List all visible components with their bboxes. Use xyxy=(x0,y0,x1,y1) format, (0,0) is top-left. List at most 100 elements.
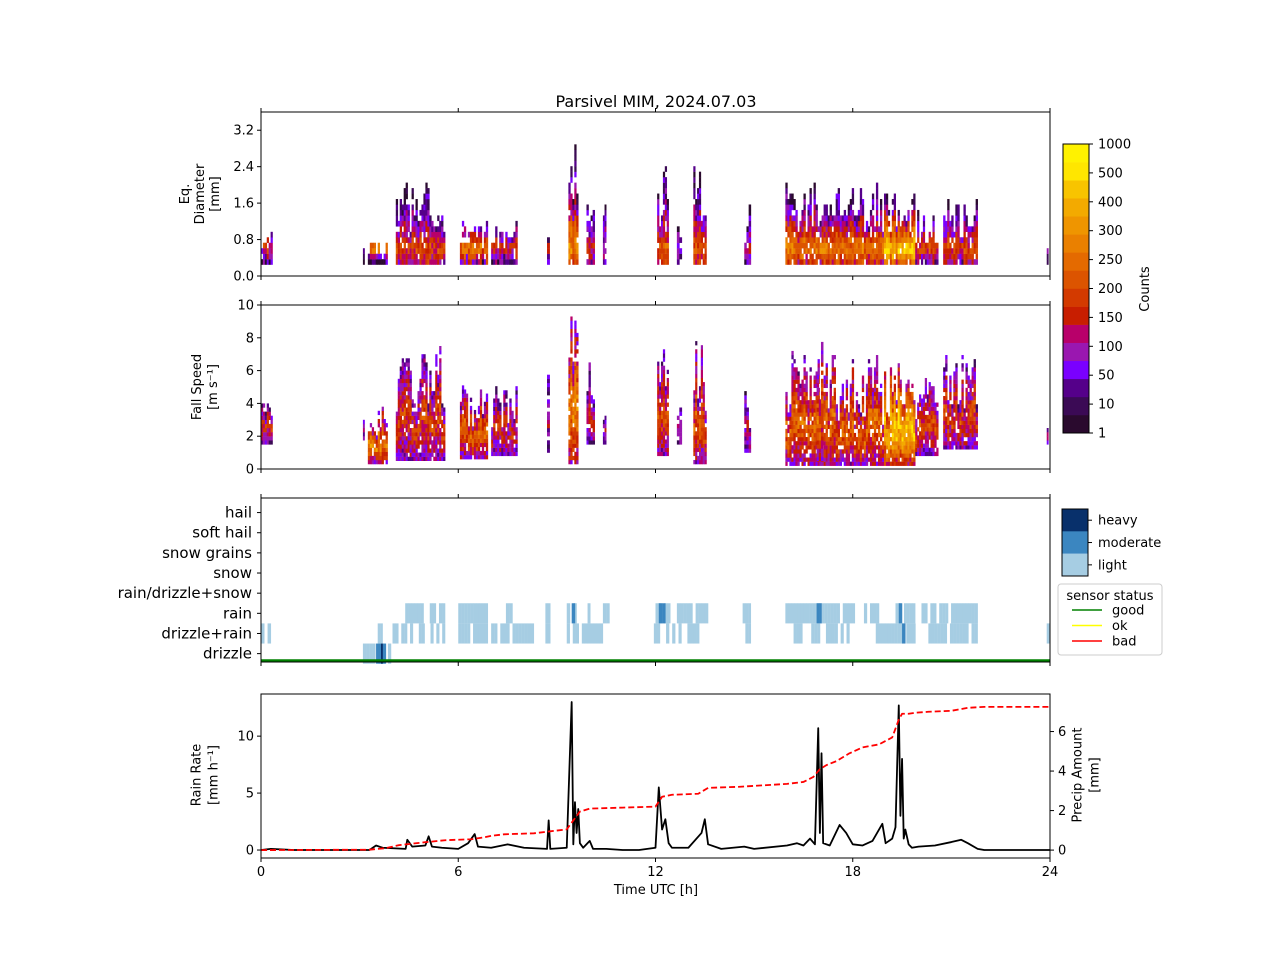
heat-cell xyxy=(570,199,573,205)
heat-cell xyxy=(924,242,928,249)
heat-cell xyxy=(433,395,436,400)
heat-cell xyxy=(413,248,416,254)
heat-cell xyxy=(483,438,487,443)
heat-cell xyxy=(787,449,790,454)
heat-cell xyxy=(570,226,573,233)
heat-cell xyxy=(917,231,920,238)
precip-type-cell xyxy=(382,643,387,664)
heat-cell xyxy=(871,193,875,200)
heat-cell xyxy=(505,390,508,395)
heat-cell xyxy=(574,341,577,346)
heat-cell xyxy=(262,432,266,437)
heat-cell xyxy=(945,445,948,450)
heat-cell xyxy=(829,404,832,409)
heat-cell xyxy=(401,248,404,254)
heat-cell xyxy=(913,437,916,442)
heat-cell xyxy=(405,378,408,384)
heat-cell xyxy=(429,452,432,457)
heat-cell xyxy=(475,446,479,452)
heat-cell xyxy=(405,231,408,238)
heat-cell xyxy=(787,253,790,260)
heat-cell xyxy=(421,253,424,260)
heat-cell xyxy=(574,324,577,329)
heat-cell xyxy=(837,231,840,238)
heat-cell xyxy=(947,242,950,249)
heat-cell xyxy=(829,424,832,430)
heat-cell xyxy=(268,411,271,416)
heat-cell xyxy=(483,248,487,254)
heat-cell xyxy=(851,420,855,425)
heat-cell xyxy=(811,428,814,434)
heat-cell xyxy=(883,193,887,200)
heat-cell xyxy=(662,377,666,383)
heat-cell xyxy=(785,449,788,454)
heat-cell xyxy=(574,160,577,167)
heat-cell xyxy=(570,369,573,375)
heat-cell xyxy=(568,406,571,411)
heat-cell xyxy=(897,445,900,450)
heat-cell xyxy=(949,248,952,254)
heat-cell xyxy=(903,457,906,462)
heat-cell xyxy=(576,455,579,461)
heat-cell xyxy=(849,220,853,227)
heat-cell xyxy=(843,428,847,434)
heat-cell xyxy=(813,437,816,442)
heat-cell xyxy=(477,409,481,415)
heat-cell xyxy=(266,423,269,429)
heat-cell xyxy=(588,395,591,400)
heat-event xyxy=(785,350,885,466)
heat-cell xyxy=(973,259,976,265)
heat-cell xyxy=(375,451,378,457)
heat-cell xyxy=(497,414,500,420)
heat-cell xyxy=(959,441,962,446)
heat-cell xyxy=(463,450,467,456)
heat-cell xyxy=(943,371,946,376)
heat-cell xyxy=(695,341,698,346)
heat-cell xyxy=(439,399,442,404)
heat-cell xyxy=(891,432,895,438)
heat-cell xyxy=(421,436,424,441)
heat-cell xyxy=(421,362,424,367)
heat-cell xyxy=(845,424,849,430)
heat-cell xyxy=(797,441,800,446)
heat-cell xyxy=(437,395,440,400)
heat-cell xyxy=(907,391,910,397)
heat-cell xyxy=(879,391,883,397)
heat-cell xyxy=(415,411,418,416)
heat-cell xyxy=(266,432,269,437)
heat-cell xyxy=(405,423,408,429)
heat-cell xyxy=(401,391,404,396)
heat-cell xyxy=(947,226,950,233)
heat-cell xyxy=(975,416,978,421)
heat-cell xyxy=(592,419,595,425)
heat-cell xyxy=(871,412,875,417)
heat-cell xyxy=(479,237,483,243)
heat-cell xyxy=(891,428,895,434)
heat-cell xyxy=(813,420,816,425)
heat-cell xyxy=(893,199,896,205)
colorbar-tick-label: 1 xyxy=(1098,427,1106,442)
heat-cell xyxy=(943,400,946,405)
heat-cell xyxy=(467,259,471,265)
heat-cell xyxy=(924,439,928,444)
heat-cell xyxy=(403,204,406,211)
heat-cell xyxy=(955,437,958,442)
heat-cell xyxy=(905,253,908,260)
heat-cell xyxy=(479,455,483,460)
heat-cell xyxy=(920,443,924,448)
heat-cell xyxy=(841,453,845,458)
heat-cell xyxy=(697,439,700,444)
heat-cell xyxy=(576,242,579,249)
heat-cell xyxy=(411,452,414,457)
heat-cell xyxy=(570,332,573,338)
heat-cell xyxy=(373,439,377,444)
heat-cell xyxy=(439,242,442,249)
heat-cell xyxy=(895,445,898,450)
heat-cell xyxy=(495,259,498,265)
heat-cell xyxy=(809,215,812,222)
heat-cell xyxy=(913,231,916,238)
heat-cell xyxy=(397,391,401,396)
heat-cell xyxy=(945,379,948,384)
heat-cell xyxy=(264,436,268,441)
heat-cell xyxy=(793,391,796,397)
